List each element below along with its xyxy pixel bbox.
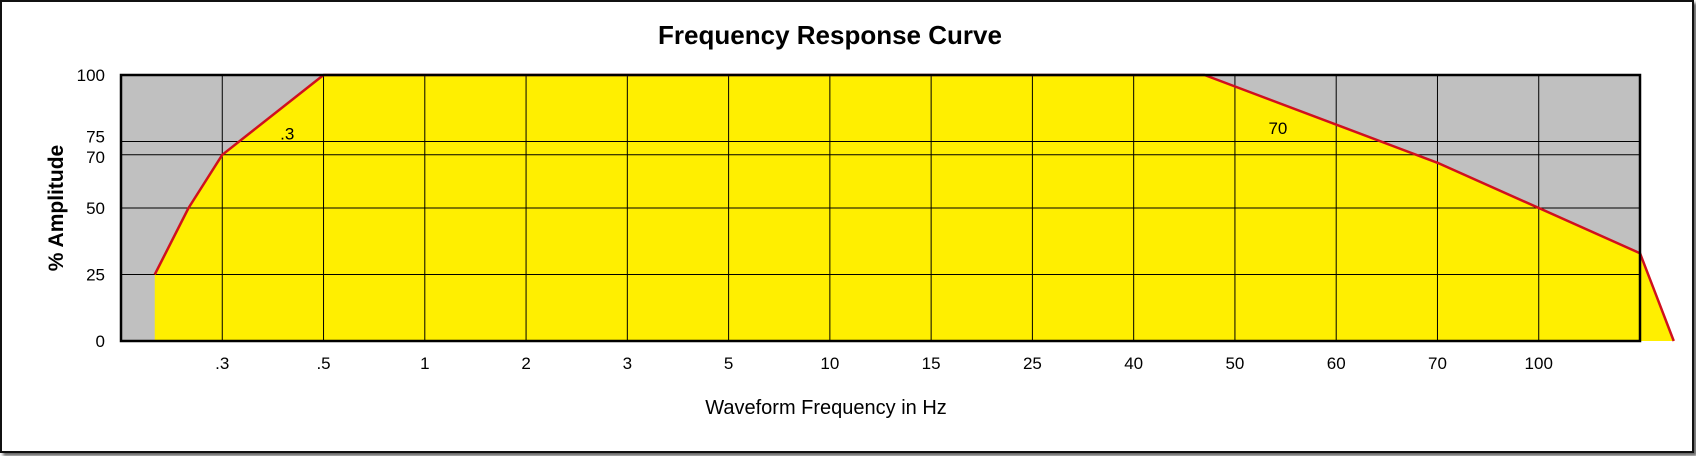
x-tick-label: 25 [1023,354,1042,373]
chart-title: Frequency Response Curve [658,20,1002,50]
x-tick-label: 100 [1525,354,1553,373]
x-tick-label: 70 [1428,354,1447,373]
y-tick-label: 70 [86,148,105,167]
x-tick-label: .5 [316,354,330,373]
y-tick-label: 0 [96,332,105,351]
x-tick-label: 1 [420,354,429,373]
x-tick-label: 40 [1124,354,1143,373]
x-tick-label: .3 [215,354,229,373]
plot-border [119,73,1642,343]
y-tick-label: 50 [86,199,105,218]
y-axis-label: % Amplitude [45,145,68,271]
x-tick-label: 10 [820,354,839,373]
x-tick-label: 60 [1327,354,1346,373]
x-tick-label: 5 [724,354,733,373]
y-tick-label: 25 [86,266,105,285]
y-tick-label: 75 [86,128,105,147]
y-tick-label: 100 [77,66,105,85]
annotation-label: 70 [1268,119,1287,138]
x-axis-label: Waveform Frequency in Hz [705,397,947,419]
x-tick-label: 50 [1225,354,1244,373]
x-tick-label: 3 [623,354,632,373]
annotation-label: .3 [280,125,294,144]
x-tick-label: 15 [922,354,941,373]
x-tick-label: 2 [521,354,530,373]
